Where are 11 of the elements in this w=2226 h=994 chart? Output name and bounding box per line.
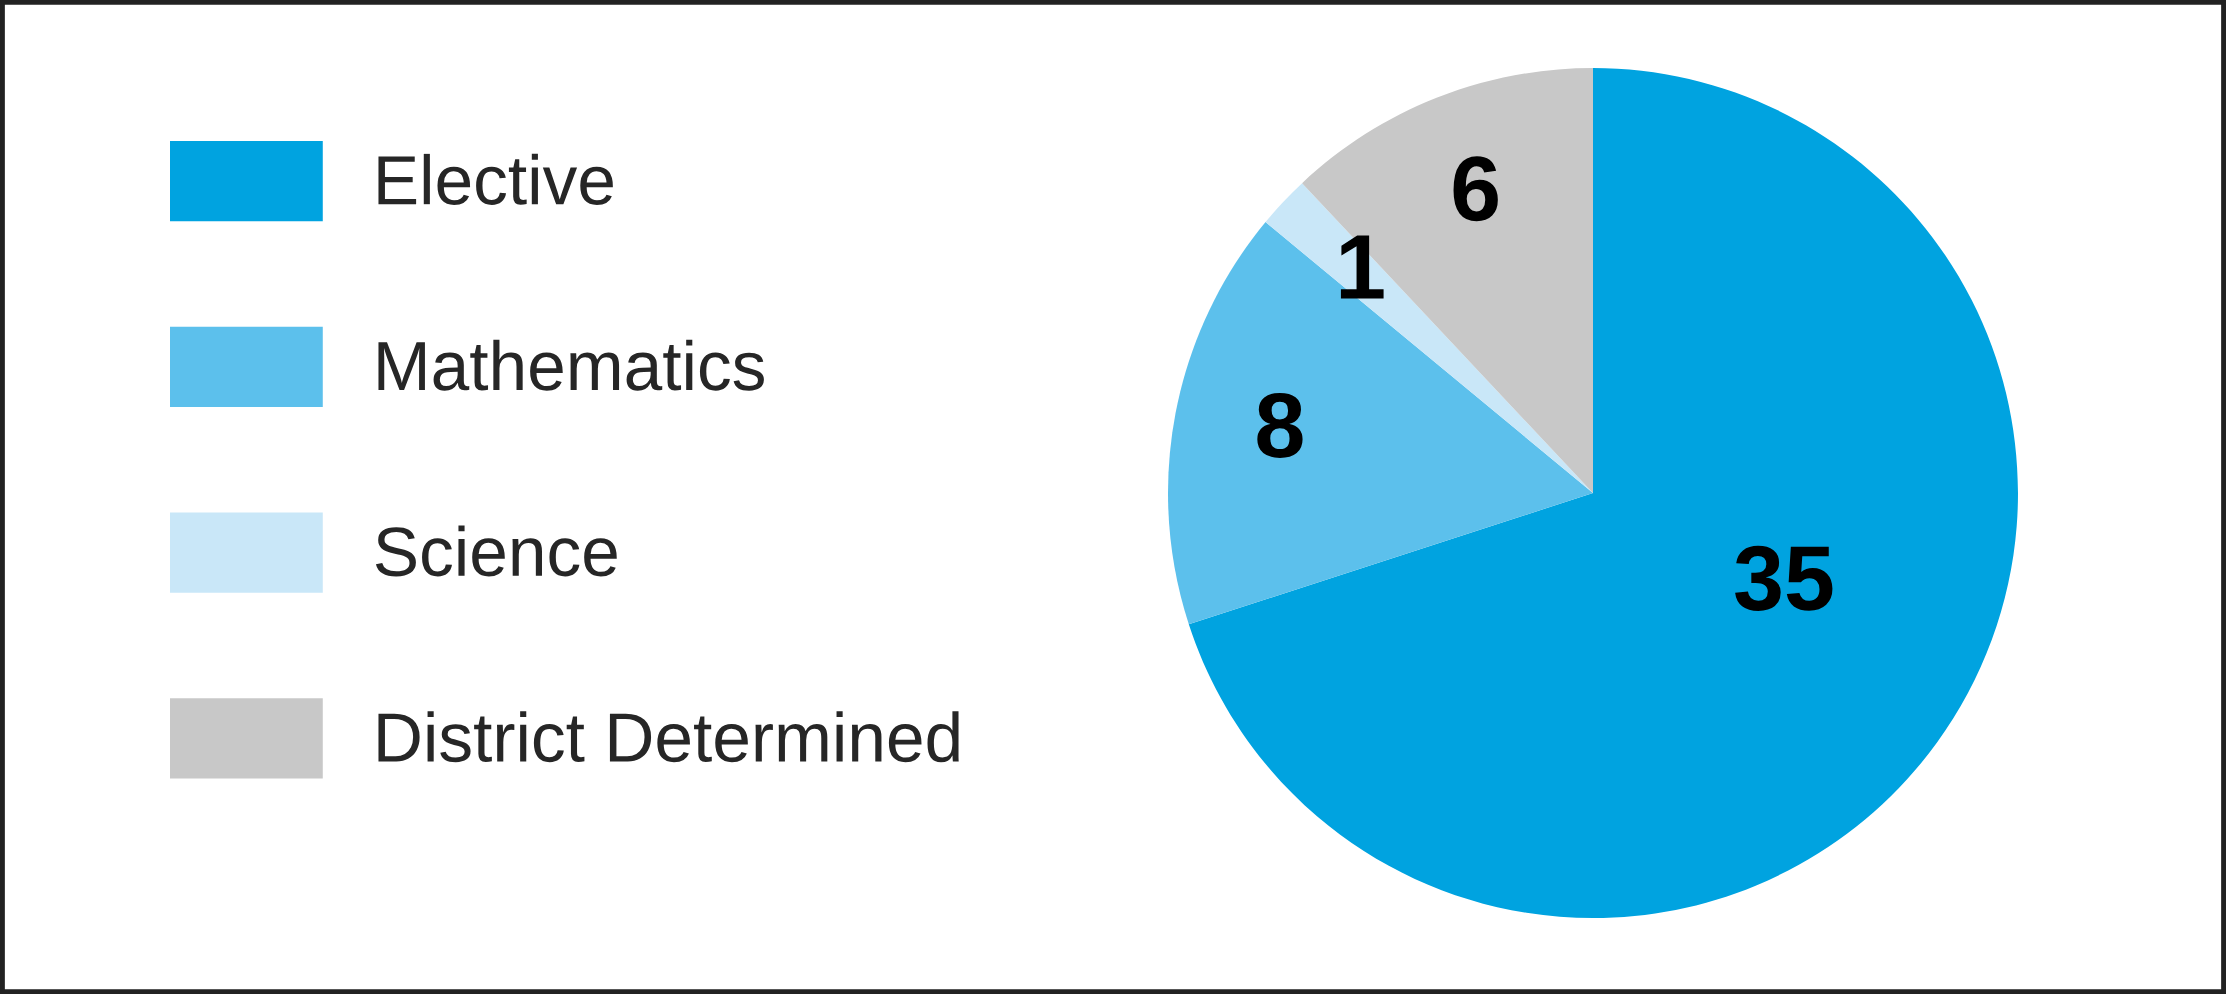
data-label: 8 <box>1257 392 1303 458</box>
data-label: 6 <box>1453 156 1498 222</box>
legend-label: District Determined <box>378 711 959 763</box>
legend-label: Elective <box>378 153 613 205</box>
pie-slice <box>1302 68 1593 493</box>
legend-label: Science <box>375 525 617 577</box>
pie-slice <box>1168 222 1593 625</box>
data-label: 35 <box>1735 545 1833 611</box>
legend-label: Mathematics <box>378 339 764 391</box>
data-label: 1 <box>1340 235 1384 299</box>
pie-slice <box>1188 68 2018 918</box>
